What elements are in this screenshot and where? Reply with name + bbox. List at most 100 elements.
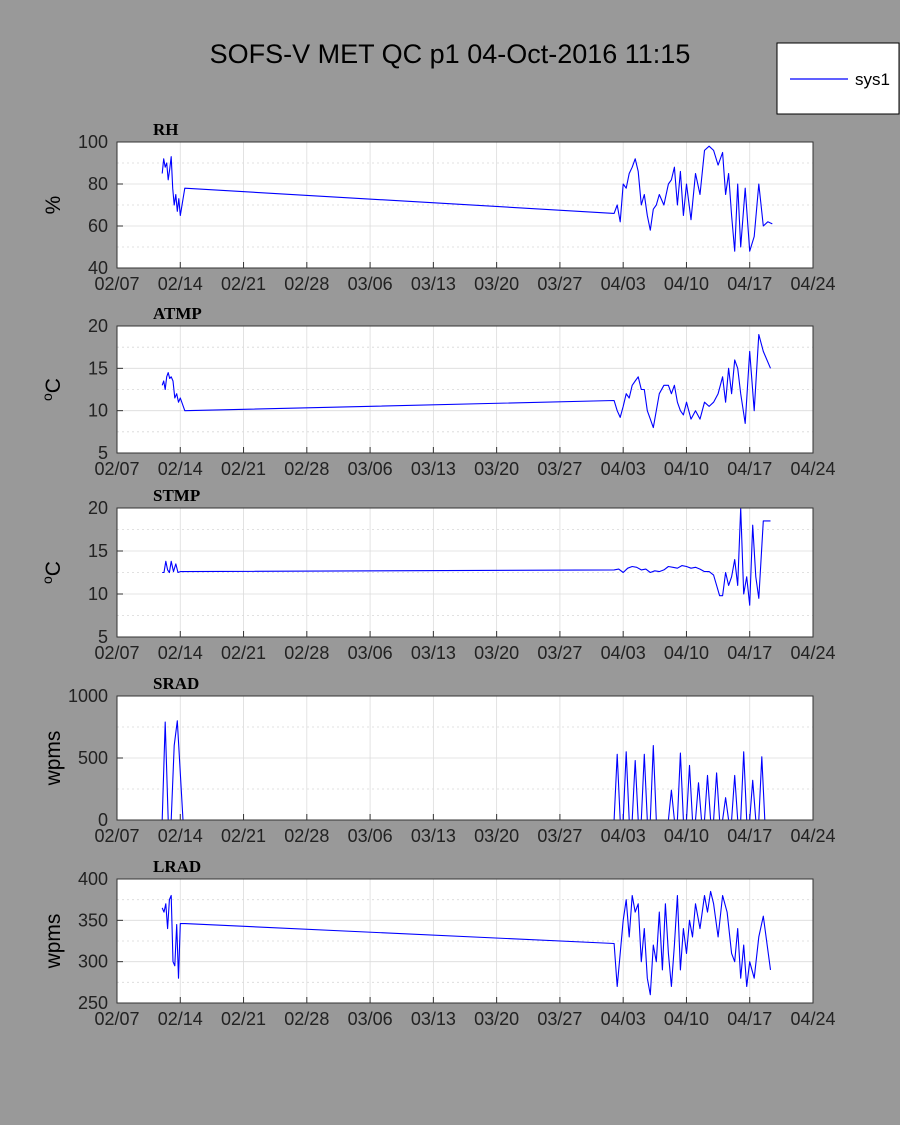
x-tick-label: 04/10 [664,459,709,479]
y-tick-label: 80 [88,174,108,194]
y-tick-label: 100 [78,132,108,152]
x-tick-label: 03/20 [474,1009,519,1029]
x-tick-label: 03/27 [537,1009,582,1029]
y-tick-label: 350 [78,910,108,930]
x-tick-label: 03/06 [348,274,393,294]
x-tick-label: 04/24 [790,643,835,663]
x-tick-label: 02/28 [284,274,329,294]
panel-label: SRAD [153,674,199,693]
plot-frame [116,325,814,454]
y-tick-label: 20 [88,498,108,518]
x-tick-label: 02/21 [221,826,266,846]
x-tick-label: 03/13 [411,826,456,846]
legend-label-sys1: sys1 [855,70,890,89]
y-tick-label: 15 [88,358,108,378]
y-axis-label: oC [39,378,65,401]
panel-rh: 02/07 02/14 02/21 02/28 03/06 03/13 03/20 03/27… [42,120,836,294]
series-line-sys1 [161,145,773,252]
x-tick-label: 02/14 [158,1009,203,1029]
x-tick-label: 02/14 [158,826,203,846]
panel-srad: 02/07 02/14 02/21 02/28 03/06 03/13 03/20 03/27… [42,674,836,846]
x-tick-label: 03/20 [474,274,519,294]
x-tick-label: 04/17 [727,826,772,846]
x-tick-label: 02/21 [221,459,266,479]
panel-label: LRAD [153,857,201,876]
x-tick-label: 02/07 [94,274,139,294]
x-tick-label: 03/13 [411,459,456,479]
plot-frame [116,878,814,1004]
x-tick-label: 03/06 [348,643,393,663]
y-tick-label: 5 [98,443,108,463]
x-tick-label: 03/13 [411,274,456,294]
x-tick-label: 02/21 [221,274,266,294]
x-tick-label: 02/07 [94,826,139,846]
x-tick-label: 03/27 [537,459,582,479]
panel-label: STMP [153,486,200,505]
chart-title: SOFS-V MET QC p1 04-Oct-2016 11:15 [210,39,691,69]
x-tick-label: 04/24 [790,826,835,846]
x-tick-label: 02/28 [284,643,329,663]
series-line-sys1 [161,890,772,996]
x-tick-label: 04/03 [601,274,646,294]
x-tick-label: 04/24 [790,274,835,294]
y-axis-label: wpms [42,914,65,970]
x-tick-label: 03/20 [474,643,519,663]
x-tick-label: 04/17 [727,1009,772,1029]
x-tick-label: 04/10 [664,1009,709,1029]
plot-frame [116,695,814,821]
x-tick-label: 04/17 [727,274,772,294]
panels: 02/07 02/14 02/21 02/28 03/06 03/13 03/20 03/27… [39,120,836,1029]
y-tick-label: 300 [78,952,108,972]
panel-atmp: 02/07 02/14 02/21 02/28 03/06 03/13 03/20 03/27… [39,304,836,479]
y-axis-label: oC [39,561,65,584]
x-tick-label: 03/13 [411,643,456,663]
x-tick-label: 02/21 [221,1009,266,1029]
x-tick-label: 04/03 [601,1009,646,1029]
x-tick-label: 04/17 [727,643,772,663]
x-tick-label: 02/28 [284,459,329,479]
y-tick-label: 60 [88,216,108,236]
series-line-sys1 [162,507,771,606]
series-line-sys1 [161,333,772,429]
y-tick-label: 400 [78,869,108,889]
x-tick-label: 04/10 [664,274,709,294]
panel-label: ATMP [153,304,202,323]
y-tick-label: 250 [78,993,108,1013]
plot-frame [116,507,814,638]
x-tick-label: 03/20 [474,459,519,479]
x-tick-label: 04/03 [601,459,646,479]
x-tick-label: 02/21 [221,643,266,663]
y-tick-label: 10 [88,401,108,421]
x-tick-label: 04/17 [727,459,772,479]
x-tick-label: 04/24 [790,1009,835,1029]
y-tick-label: 40 [88,258,108,278]
x-tick-label: 02/28 [284,1009,329,1029]
x-tick-label: 03/06 [348,826,393,846]
y-tick-label: 15 [88,541,108,561]
x-tick-label: 04/10 [664,643,709,663]
x-tick-label: 03/27 [537,826,582,846]
y-tick-label: 1000 [68,686,108,706]
x-tick-label: 03/13 [411,1009,456,1029]
x-tick-label: 02/07 [94,643,139,663]
x-tick-label: 03/06 [348,459,393,479]
y-tick-label: 0 [98,810,108,830]
y-tick-label: 5 [98,627,108,647]
x-tick-label: 03/27 [537,274,582,294]
x-tick-label: 03/06 [348,1009,393,1029]
y-tick-label: 20 [88,316,108,336]
x-tick-label: 02/07 [94,1009,139,1029]
x-tick-label: 02/28 [284,826,329,846]
x-tick-label: 02/07 [94,459,139,479]
x-tick-label: 02/14 [158,643,203,663]
x-tick-label: 04/03 [601,643,646,663]
x-tick-label: 04/10 [664,826,709,846]
x-tick-label: 03/27 [537,643,582,663]
plot-frame [116,141,814,269]
x-tick-label: 02/14 [158,274,203,294]
x-tick-label: 03/20 [474,826,519,846]
legend: sys1 [776,42,900,115]
y-tick-label: 500 [78,748,108,768]
y-tick-label: 10 [88,584,108,604]
